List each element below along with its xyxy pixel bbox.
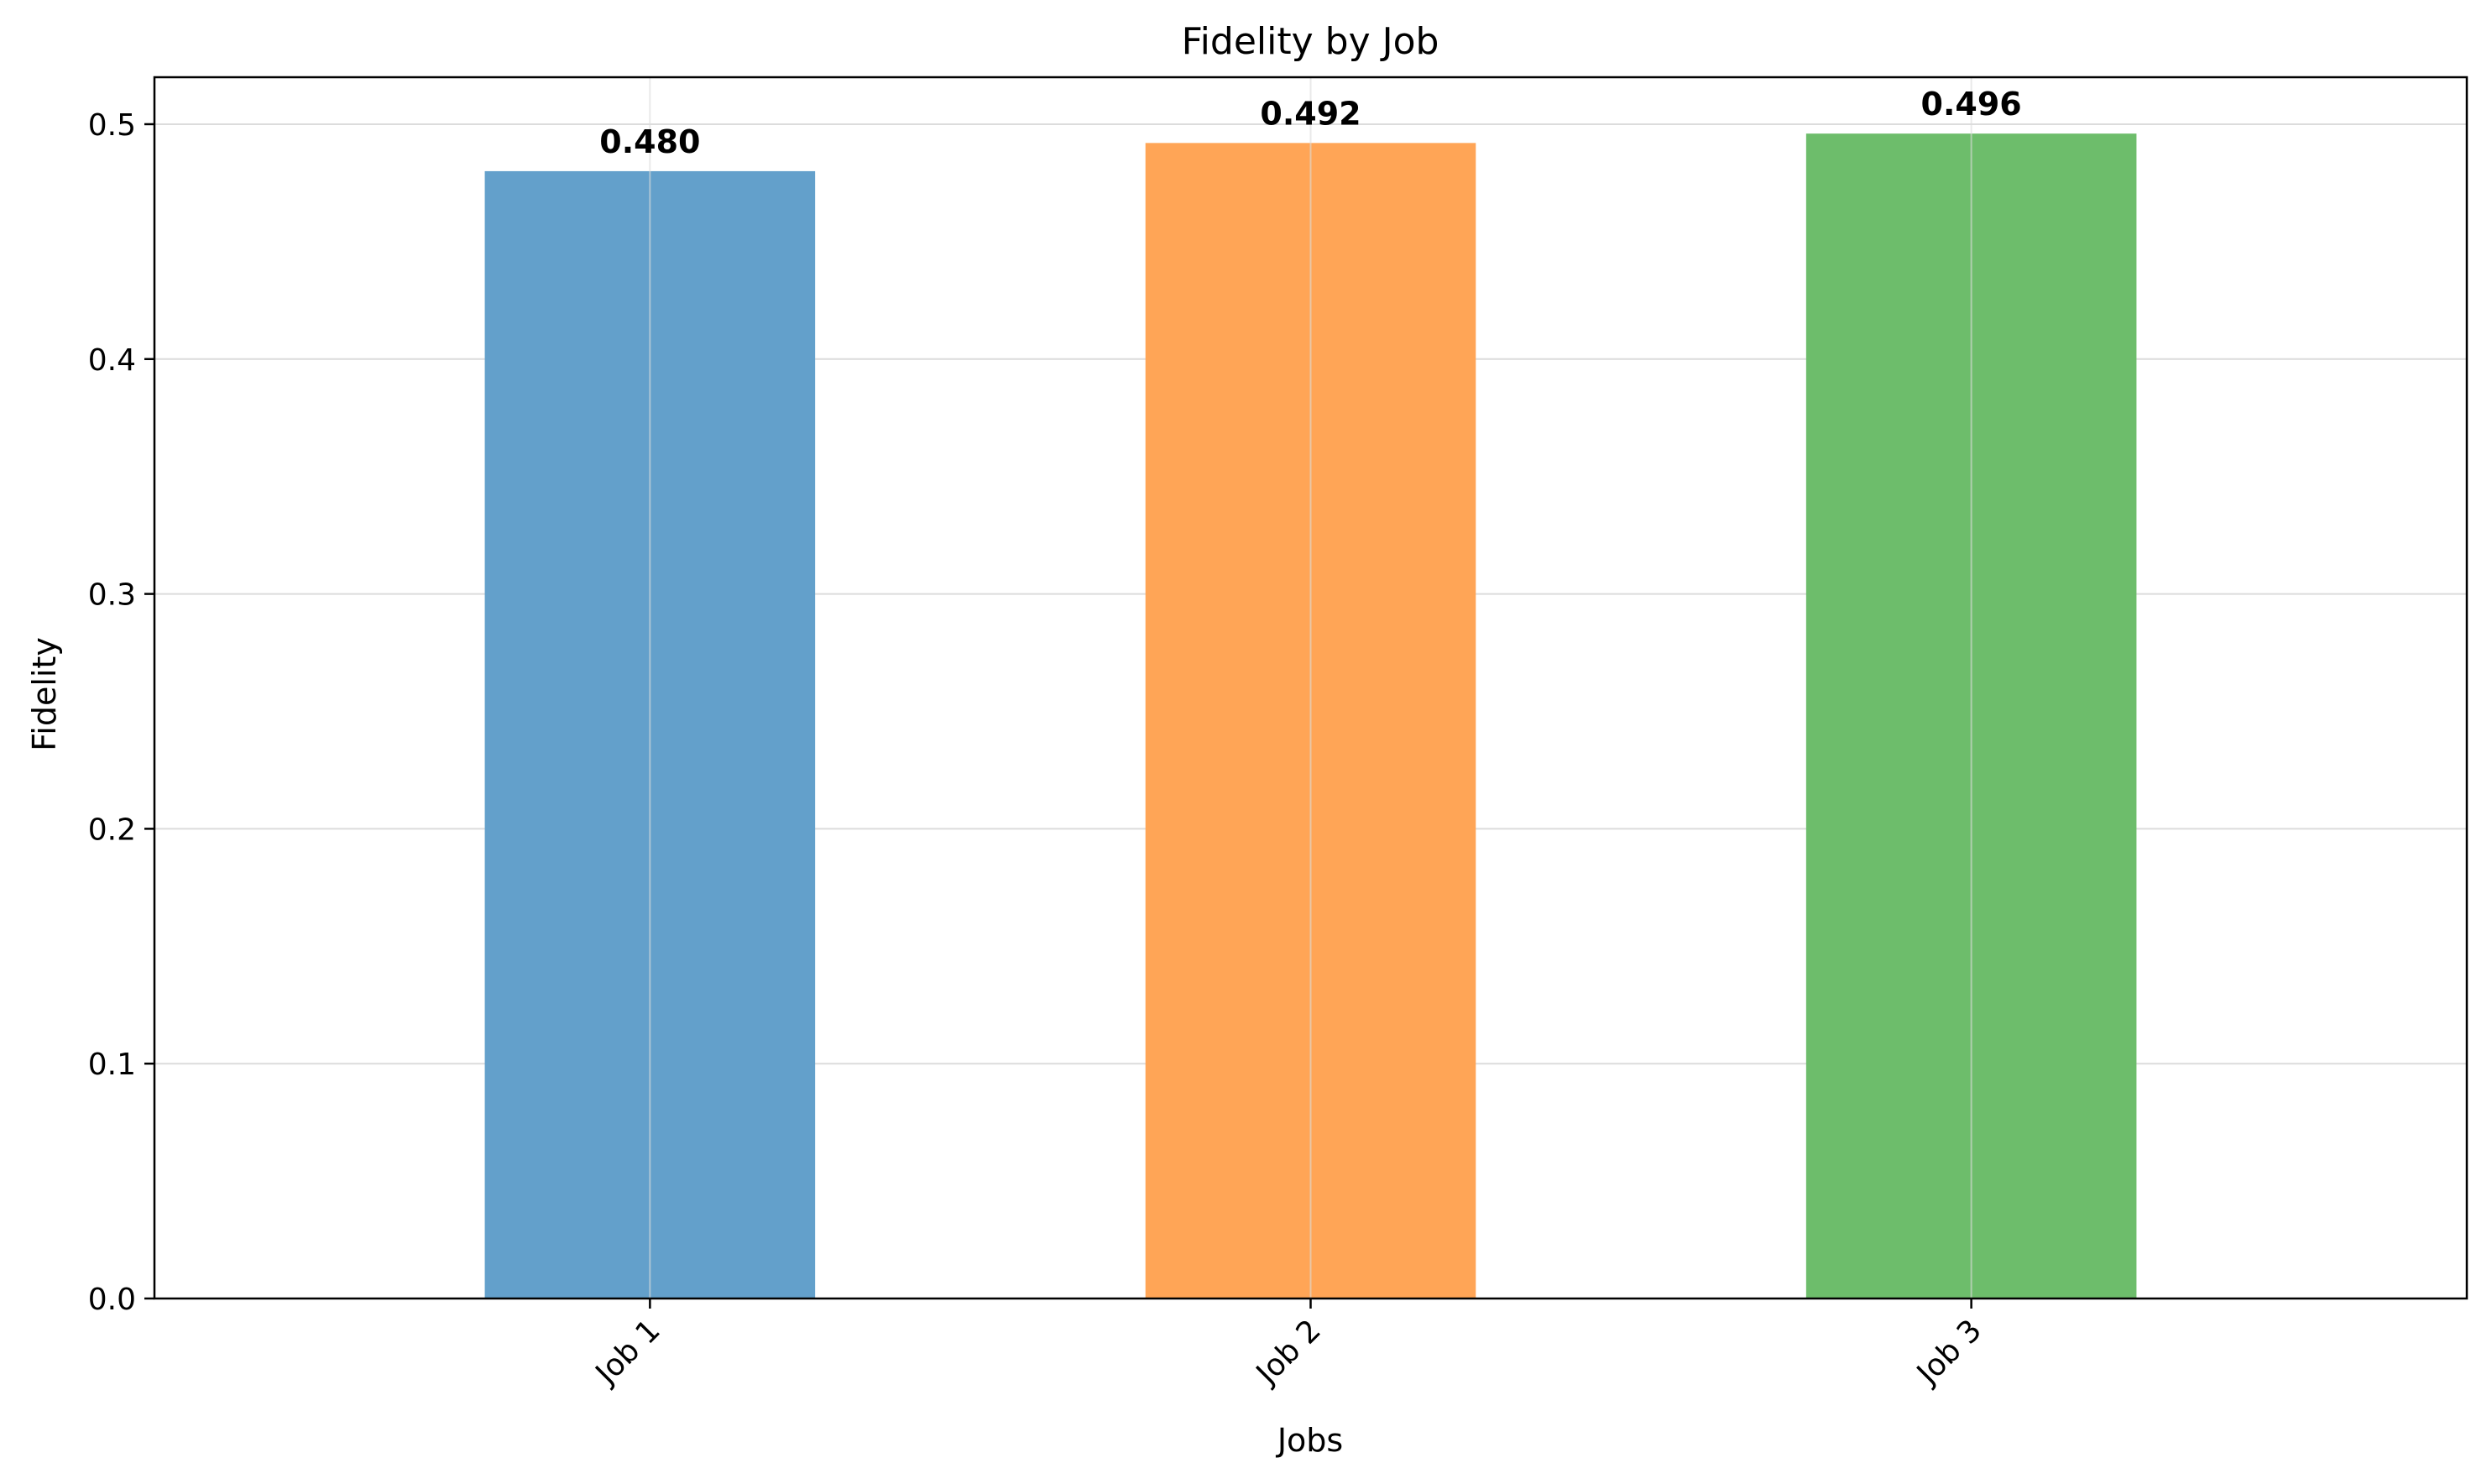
y-tick-label: 0.5 [88, 108, 136, 143]
x-tick-label: Job 2 [1249, 1313, 1328, 1392]
y-axis: 0.0 0.1 0.2 0.3 0.4 0.5 [88, 108, 154, 1317]
data-labels-layer: 0.480 0.492 0.496 [599, 86, 2021, 160]
y-axis-label: Fidelity [26, 637, 63, 751]
x-axis: Job 1 Job 2 Job 3 [588, 1298, 1988, 1392]
data-label-2: 0.492 [1260, 95, 1361, 132]
data-label-3: 0.496 [1921, 86, 2022, 123]
y-tick-label: 0.0 [88, 1283, 136, 1317]
y-tick-label: 0.2 [88, 813, 136, 847]
x-tick-label: Job 3 [1909, 1313, 1988, 1392]
y-tick-label: 0.3 [88, 578, 136, 613]
x-axis-label: Jobs [1276, 1422, 1343, 1459]
chart-title: Fidelity by Job [1182, 20, 1439, 63]
data-label-1: 0.480 [599, 123, 700, 160]
x-grid-layer [649, 77, 1972, 1298]
y-tick-label: 0.4 [88, 343, 136, 378]
y-tick-label: 0.1 [88, 1048, 136, 1082]
x-tick-label: Job 1 [588, 1313, 667, 1392]
